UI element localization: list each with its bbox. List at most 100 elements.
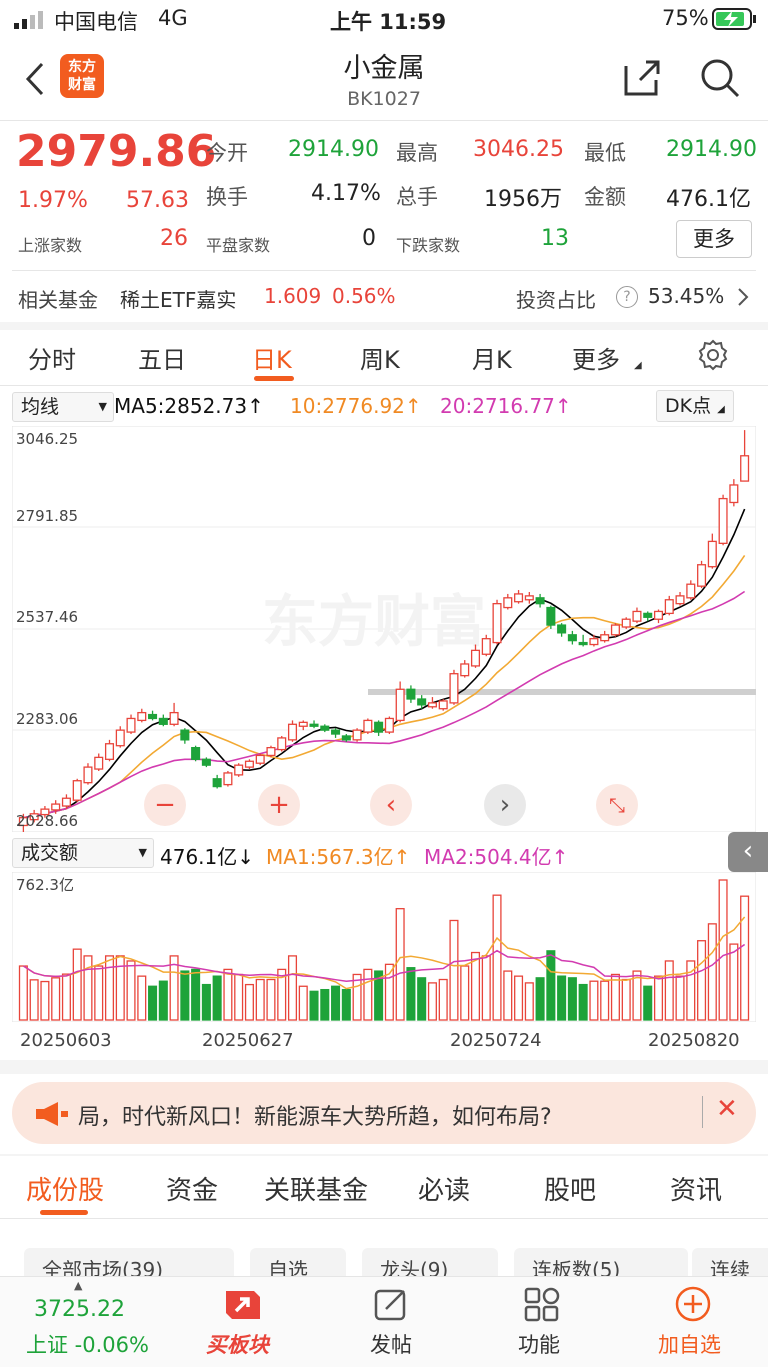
fund-label: 相关基金 [18, 288, 98, 312]
functions-label[interactable]: 功能 [518, 1333, 560, 1357]
add-watchlist-icon[interactable] [674, 1285, 712, 1327]
help-icon[interactable]: ? [616, 286, 638, 308]
candle-body [503, 597, 513, 609]
fullscreen-icon[interactable]: ⤡ [596, 784, 638, 826]
volume-bar [600, 980, 610, 1021]
network-text: 4G [158, 6, 188, 30]
volume-bar [234, 973, 244, 1021]
candle-body [148, 713, 158, 720]
search-icon[interactable] [698, 56, 742, 104]
battery-icon [712, 8, 758, 35]
dk-point-select[interactable]: DK点 ◢ [656, 390, 734, 422]
volume-ma-line [22, 943, 746, 982]
candle-body [557, 624, 567, 634]
functions-grid-icon[interactable] [524, 1287, 560, 1327]
tab-related-funds[interactable]: 关联基金 [264, 1176, 369, 1206]
settings-gear-icon[interactable] [696, 338, 730, 376]
add-watchlist-label[interactable]: 加自选 [658, 1333, 721, 1357]
fund-name[interactable]: 稀土ETF嘉实 [120, 288, 237, 312]
volume-bar [352, 973, 362, 1021]
volume-bar [94, 965, 104, 1021]
candle-body [126, 717, 136, 733]
volume-bar [29, 979, 39, 1021]
chevron-right-icon[interactable] [736, 286, 750, 312]
buy-sector-icon[interactable] [222, 1285, 264, 1327]
volume-bar [740, 895, 750, 1021]
promo-banner[interactable]: 局，时代新风口！新能源车大势所趋，如何布局? ✕ [12, 1082, 756, 1144]
volume-bar [72, 948, 82, 1021]
index-value[interactable]: 3725.22 [34, 1297, 125, 1322]
watermark: 东方财富 [262, 590, 486, 655]
volume-bar [374, 970, 384, 1021]
zoom-in-button[interactable]: + [258, 784, 300, 826]
scroll-right-button[interactable]: › [484, 784, 526, 826]
volume-select[interactable]: 成交额 ▼ [12, 838, 154, 868]
volume-bar [384, 963, 394, 1021]
index-label[interactable]: 上证 -0.06% [26, 1333, 149, 1357]
volume-bar [309, 990, 319, 1021]
volume-bar [578, 983, 588, 1021]
banner-divider [702, 1096, 703, 1128]
candle-body [535, 597, 545, 605]
change-value: 57.63 [126, 188, 189, 213]
candle-body [331, 729, 341, 735]
volume-bar [223, 968, 233, 1021]
close-icon[interactable]: ✕ [716, 1094, 738, 1124]
volume-bar [266, 978, 276, 1021]
candle-body [341, 735, 351, 741]
active-tab-indicator [254, 376, 294, 381]
tab-constituents[interactable]: 成份股 [26, 1176, 105, 1206]
bottom-toolbar: ▲ 3725.22 上证 -0.06% 买板块 发帖 功能 加自选 [0, 1276, 768, 1367]
amount-value: 476.1亿 [666, 187, 751, 212]
tab-more[interactable]: 更多 [572, 346, 620, 374]
candle-body [18, 817, 28, 827]
volume-bar [589, 980, 599, 1021]
volume-chart[interactable] [12, 872, 756, 1022]
volume-bar [104, 955, 115, 1021]
volume-bar [664, 960, 674, 1021]
volume-bar [503, 970, 513, 1021]
scroll-left-button[interactable]: ‹ [370, 784, 412, 826]
post-label[interactable]: 发帖 [370, 1333, 412, 1357]
collapse-panel-button[interactable]: ‹ [728, 832, 768, 872]
up-count: 26 [160, 226, 188, 251]
candle-body [438, 700, 448, 710]
tab-monthly-k[interactable]: 月K [472, 346, 512, 374]
banner-text: 局，时代新风口！新能源车大势所趋，如何布局? [78, 1105, 552, 1130]
candle-body [363, 719, 373, 733]
last-price: 2979.86 [16, 126, 217, 177]
zoom-out-button[interactable]: − [144, 784, 186, 826]
back-icon[interactable] [22, 60, 46, 102]
edit-post-icon[interactable] [374, 1287, 410, 1327]
candle-body [729, 484, 739, 504]
candle-body [51, 803, 61, 811]
signal-icon [14, 10, 48, 34]
tab-must-read[interactable]: 必读 [418, 1176, 471, 1206]
volume-bar [707, 923, 717, 1021]
buy-sector-label[interactable]: 买板块 [206, 1333, 269, 1357]
candle-body [201, 758, 211, 766]
volume-label: 总手 [396, 185, 438, 209]
tab-daily-k[interactable]: 日K [252, 346, 292, 374]
tab-news[interactable]: 资讯 [670, 1176, 723, 1206]
tab-capital[interactable]: 资金 [166, 1176, 219, 1206]
volume-bar [83, 955, 93, 1021]
volume-bar [686, 960, 696, 1021]
volume-bar [406, 967, 416, 1021]
candle-body [481, 638, 491, 655]
axis-label-3: 2537.46 [16, 608, 79, 626]
volume-ma2: MA2:504.4亿↑ [424, 845, 569, 869]
kline-chart[interactable]: 东方财富 [12, 426, 756, 832]
share-icon[interactable] [620, 56, 664, 104]
ma-select[interactable]: 均线 ▼ [12, 392, 114, 422]
tab-stock-forum[interactable]: 股吧 [544, 1176, 597, 1206]
tab-five-day[interactable]: 五日 [138, 346, 186, 374]
volume-bar [621, 978, 631, 1021]
more-quote-button[interactable]: 更多 [676, 220, 752, 258]
volume-bar [697, 940, 707, 1021]
volume-bar [718, 879, 728, 1021]
tab-intraday[interactable]: 分时 [28, 346, 76, 374]
tab-weekly-k[interactable]: 周K [360, 346, 400, 374]
volume-bar [255, 978, 265, 1021]
volume-bar [514, 975, 524, 1021]
